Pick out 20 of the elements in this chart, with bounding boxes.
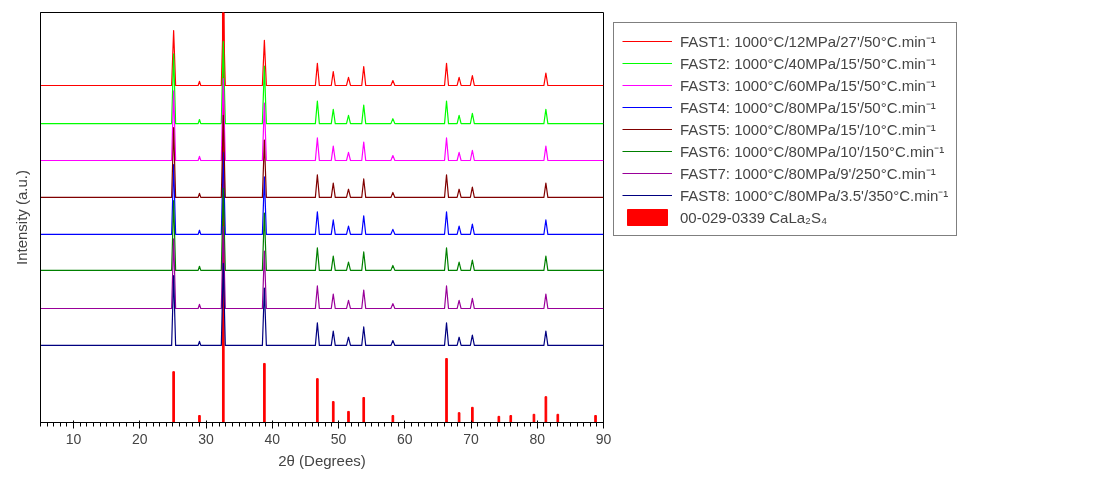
y-axis-title: Intensity (a.u.) <box>12 169 30 266</box>
legend-label: FAST3: 1000°C/60MPa/15'/50°C.min⁻¹ <box>680 76 936 95</box>
legend-label: FAST1: 1000°C/12MPa/27'/50°C.min⁻¹ <box>680 32 936 51</box>
legend-label: FAST2: 1000°C/40MPa/15'/50°C.min⁻¹ <box>680 54 936 73</box>
x-tick-label: 80 <box>529 430 546 447</box>
legend-label: FAST7: 1000°C/80MPa/9'/250°C.min⁻¹ <box>680 164 936 183</box>
x-tick-label: 60 <box>397 430 413 447</box>
x-tick-label: 40 <box>264 430 281 447</box>
legend-label: 00-029-0339 CaLa₂S₄ <box>680 208 828 226</box>
legend-label: FAST4: 1000°C/80MPa/15'/50°C.min⁻¹ <box>680 98 936 117</box>
legend-label: FAST8: 1000°C/80MPa/3.5'/350°C.min⁻¹ <box>680 186 949 205</box>
x-axis-title: 2θ (Degrees) <box>278 451 366 469</box>
x-tick-label: 20 <box>132 430 148 447</box>
x-tick-label: 90 <box>595 430 612 447</box>
legend-label: FAST6: 1000°C/80MPa/10'/150°C.min⁻¹ <box>680 142 945 161</box>
legend-label: FAST5: 1000°C/80MPa/15'/10°C.min⁻¹ <box>680 120 936 139</box>
x-tick-label: 30 <box>198 430 215 447</box>
x-tick-label: 50 <box>330 430 347 447</box>
x-tick-label: 70 <box>463 430 480 447</box>
x-tick-label: 10 <box>65 430 82 447</box>
